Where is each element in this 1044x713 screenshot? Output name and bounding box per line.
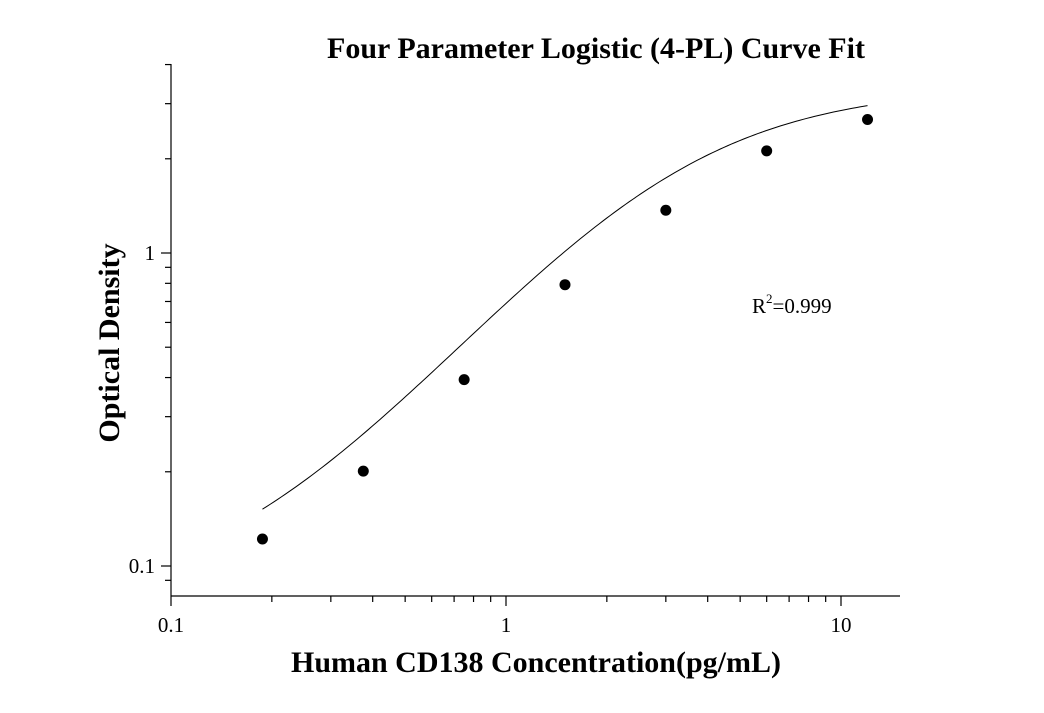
x-tick-label: 0.1: [158, 613, 184, 637]
svg-text:R2=0.999: R2=0.999: [752, 291, 832, 318]
y-tick-label: 0.1: [129, 554, 155, 578]
x-axis-label: Human CD138 Concentration(pg/mL): [291, 646, 781, 679]
r-squared-r: R: [752, 294, 766, 318]
x-tick-label: 10: [831, 613, 852, 637]
chart-title: Four Parameter Logistic (4-PL) Curve Fit: [327, 32, 865, 65]
r-squared-exponent: 2: [766, 291, 773, 306]
r-squared-annotation: R2=0.999: [752, 291, 832, 318]
data-point: [660, 204, 672, 216]
data-point: [357, 465, 369, 477]
plot-area: 0.1 1 10 0.1 1: [129, 63, 900, 637]
fit-curve: [262, 105, 868, 510]
y-axis-label: Optical Density: [93, 243, 126, 442]
x-tick-label: 1: [501, 613, 512, 637]
r-squared-value: =0.999: [773, 294, 832, 318]
data-point: [458, 374, 470, 386]
y-tick-label: 1: [145, 241, 156, 265]
data-point: [559, 279, 571, 291]
data-point: [862, 114, 874, 126]
axis-ticks: 0.1 1 10 0.1 1: [129, 63, 852, 637]
data-points: [256, 114, 874, 545]
data-point: [256, 533, 268, 545]
data-point: [761, 145, 773, 157]
